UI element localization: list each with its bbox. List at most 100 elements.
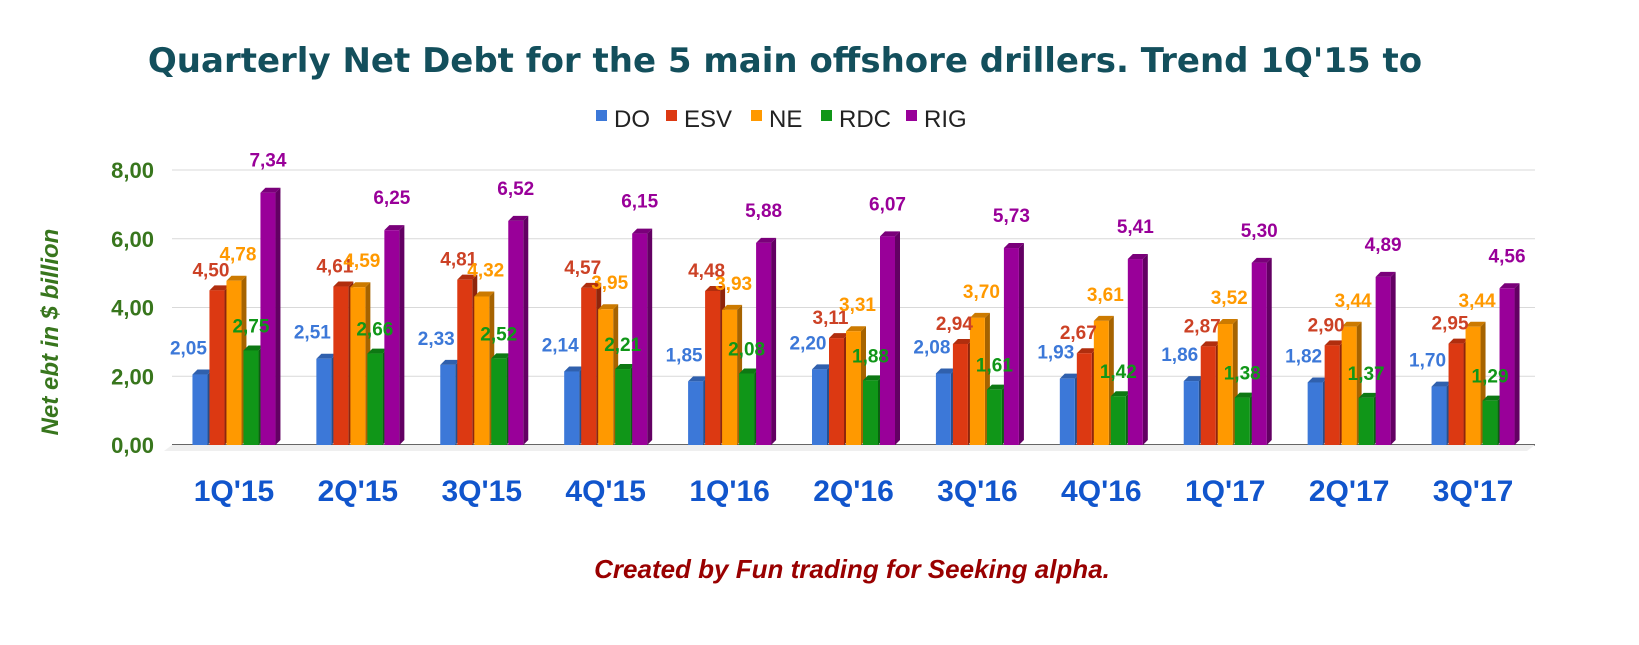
bar-top-rig	[1375, 271, 1396, 277]
bar-ne	[226, 280, 242, 445]
bar-esv	[1076, 353, 1092, 445]
data-label-ne: 3,31	[839, 295, 876, 316]
bar-rdc	[986, 389, 1002, 445]
bar-top-ne	[598, 304, 619, 310]
bar-side-rig	[1514, 283, 1520, 445]
data-label-rdc: 1,42	[1100, 362, 1137, 383]
bar-rdc	[491, 358, 507, 445]
bar-top-do	[1431, 381, 1452, 387]
data-label-esv: 2,87	[1184, 316, 1221, 337]
bar-top-rdc	[1234, 392, 1255, 398]
data-label-esv: 2,94	[936, 314, 973, 335]
bar-ne	[598, 309, 614, 445]
data-label-rig: 7,34	[249, 151, 286, 172]
data-label-rig: 4,56	[1489, 246, 1526, 267]
data-label-do: 2,08	[913, 338, 950, 359]
bar-ne	[1217, 324, 1233, 445]
legend: DO ESV NE RDC RIG	[596, 106, 967, 133]
bar-top-esv	[829, 333, 849, 339]
bar-top-rdc	[615, 364, 636, 370]
bar-rig	[880, 236, 895, 445]
bar-side-rig	[1018, 243, 1024, 445]
y-tick-label: 8,00	[111, 158, 154, 183]
bar-top-esv	[1076, 348, 1097, 354]
data-label-esv: 4,48	[688, 261, 725, 282]
bars	[192, 187, 1520, 445]
bar-ne	[1093, 320, 1109, 445]
data-label-ne: 3,70	[963, 282, 1000, 303]
bar-top-rig	[632, 228, 653, 234]
bar-top-ne	[226, 275, 247, 281]
data-label-esv: 4,50	[192, 260, 229, 281]
bar-top-ne	[1217, 319, 1238, 324]
data-label-rig: 5,88	[745, 201, 782, 222]
bar-esv	[457, 279, 473, 445]
x-tick-label: 1Q'15	[194, 475, 275, 508]
bar-side-rig	[1266, 257, 1272, 445]
x-tick-label: 3Q'16	[937, 475, 1018, 508]
bar-top-ne	[846, 326, 866, 332]
bar-top-esv	[705, 286, 726, 291]
data-label-rdc: 2,75	[232, 316, 269, 337]
data-label-esv: 2,95	[1432, 314, 1469, 335]
bar-esv	[209, 290, 225, 445]
data-label-do: 1,82	[1285, 346, 1322, 367]
bar-top-esv	[1324, 340, 1345, 346]
bar-side-rig	[895, 231, 900, 445]
x-tick-label: 4Q'15	[565, 475, 646, 508]
bar-top-ne	[1341, 321, 1362, 327]
data-label-ne: 3,95	[591, 273, 628, 294]
bar-rig	[1375, 276, 1391, 445]
data-label-rig: 5,41	[1117, 217, 1154, 238]
y-tick-label: 4,00	[111, 296, 154, 321]
bar-rdc	[1234, 397, 1250, 445]
bar-rig	[508, 220, 524, 445]
data-label-esv: 4,81	[440, 250, 477, 271]
bar-rig	[632, 233, 648, 445]
legend-label-ne: NE	[769, 106, 802, 133]
bar-esv	[829, 338, 844, 445]
y-axis-label: Net ebt in $ billion	[37, 229, 64, 436]
legend-label-esv: ESV	[684, 106, 732, 133]
data-label-do: 1,70	[1409, 351, 1446, 372]
data-label-ne: 4,32	[467, 261, 504, 282]
bar-do	[1307, 382, 1323, 445]
bar-top-rig	[1127, 254, 1148, 260]
bar-ne	[722, 309, 738, 445]
x-axis-label: Created by Fun trading for Seeking alpha…	[594, 554, 1110, 584]
x-tick-label: 2Q'16	[813, 475, 894, 508]
bar-ne	[1341, 326, 1357, 445]
bar-rdc	[1482, 400, 1498, 445]
bar-side-rig	[1390, 271, 1396, 445]
bar-side-rig	[523, 215, 529, 445]
data-label-esv: 2,67	[1060, 323, 1097, 344]
bar-do	[192, 374, 208, 445]
bar-rig	[260, 192, 276, 445]
bar-do	[1183, 381, 1199, 445]
bar-top-rig	[384, 225, 405, 231]
data-label-rig: 6,25	[373, 188, 410, 209]
legend-swatch-esv	[666, 110, 677, 121]
bar-esv	[705, 291, 721, 445]
data-label-do: 1,85	[666, 345, 703, 366]
data-label-do: 2,51	[294, 323, 331, 344]
bar-top-rdc	[1110, 391, 1131, 397]
bar-top-ne	[969, 312, 990, 318]
bar-top-esv	[333, 281, 354, 287]
bar-do	[440, 364, 456, 445]
bar-do	[1059, 378, 1075, 445]
data-label-rdc: 2,52	[480, 324, 517, 345]
bar-ne	[969, 317, 985, 445]
bar-rdc	[615, 369, 631, 445]
data-labels: 2,05 4,504,78 2,75 7,34 2,51 4,614,59 2,66 6,25…	[170, 151, 1526, 388]
bar-rig	[1127, 259, 1143, 445]
bar-top-ne	[1465, 321, 1486, 327]
data-label-ne: 4,59	[343, 251, 380, 272]
data-label-do: 2,20	[790, 333, 827, 354]
bar-top-esv	[457, 274, 478, 280]
data-label-rdc: 2,21	[604, 335, 641, 356]
legend-swatch-rdc	[821, 110, 832, 121]
data-label-do: 2,33	[418, 329, 455, 350]
bar-top-do	[316, 353, 337, 359]
bar-ne	[350, 287, 366, 445]
